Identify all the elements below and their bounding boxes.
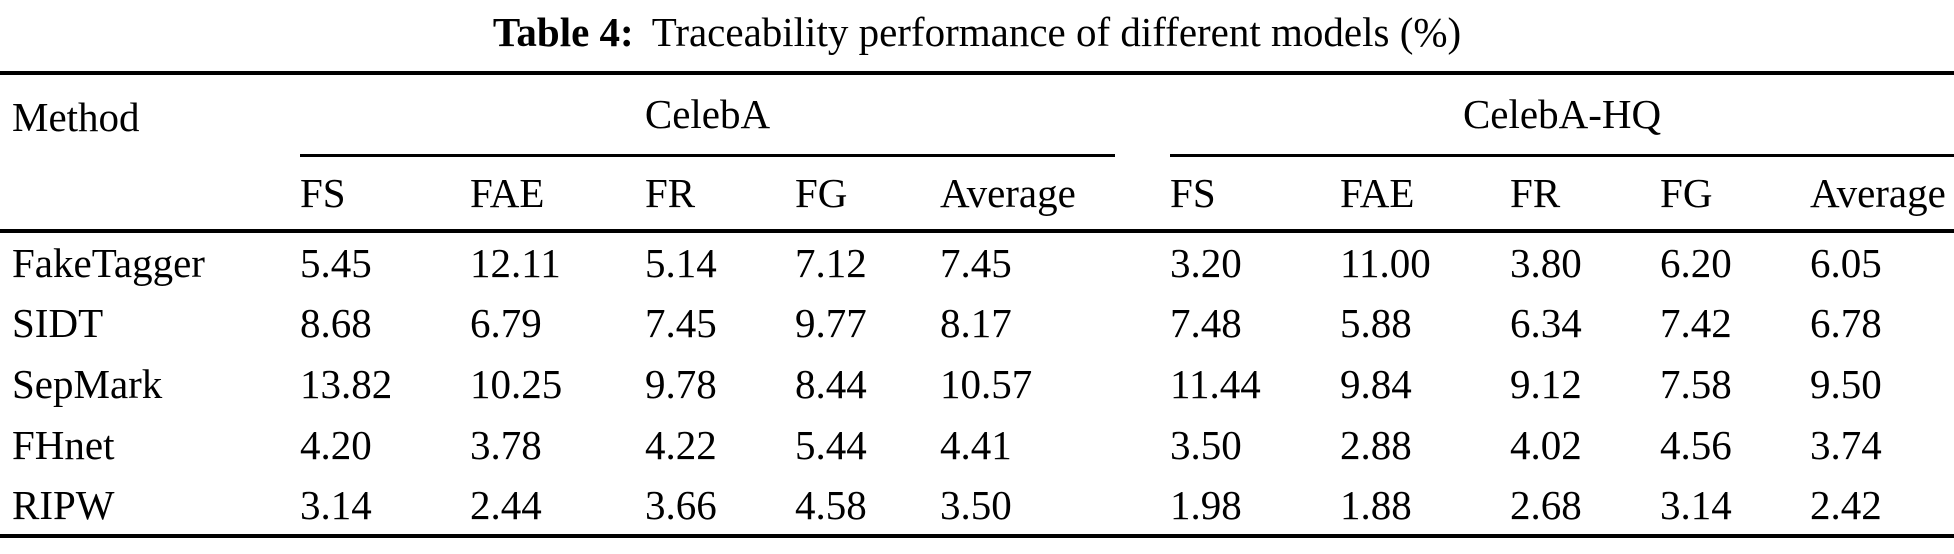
spacer-cell	[1115, 229, 1171, 292]
value-cell: 5.14	[645, 229, 795, 292]
value-cell: 1.98	[1170, 475, 1341, 538]
value-cell: 6.79	[470, 299, 542, 346]
value-cell: 6.20	[1660, 229, 1811, 292]
column-header-celeba-fr: FR	[645, 169, 696, 216]
value-cell: 8.68	[300, 299, 372, 346]
value-cell: 11.00	[1340, 229, 1511, 292]
spacer-cell	[1115, 353, 1170, 414]
table-row: SepMark 13.82 10.25 9.78 8.44 10.57 11.4…	[0, 353, 1954, 414]
spacer-cell	[1115, 414, 1170, 475]
group-header-celeba: CelebA	[300, 73, 1116, 157]
value-cell: 4.20	[300, 421, 372, 468]
value-cell: 3.50	[1170, 421, 1242, 468]
value-cell: 4.22	[645, 421, 717, 468]
value-cell: 2.88	[1340, 421, 1412, 468]
value-cell: 6.78	[1810, 299, 1882, 346]
value-cell: 2.42	[1810, 475, 1954, 538]
value-cell: 7.45	[940, 229, 1116, 292]
value-cell: 4.58	[795, 475, 940, 538]
value-cell: 5.45	[300, 229, 470, 292]
table-caption-text: Traceability performance of different mo…	[651, 9, 1462, 55]
method-cell: FHnet	[12, 421, 115, 468]
table-row: FakeTagger 5.45 12.11 5.14 7.12 7.45 3.2…	[0, 229, 1954, 292]
value-cell: 9.12	[1510, 360, 1582, 407]
method-cell: FakeTagger	[0, 229, 300, 292]
value-cell: 1.88	[1340, 475, 1511, 538]
column-header-celeba-fae: FAE	[470, 169, 545, 216]
column-header-celeba-hq-fs: FS	[1170, 169, 1216, 216]
column-header-celeba-hq-fg: FG	[1660, 169, 1713, 216]
value-cell: 2.68	[1510, 475, 1661, 538]
value-cell: 9.78	[645, 360, 717, 407]
method-cell: RIPW	[0, 475, 300, 538]
value-cell: 7.48	[1170, 299, 1242, 346]
column-header-celeba-average: Average	[940, 169, 1076, 216]
column-header-celeba-hq-average: Average	[1810, 169, 1946, 216]
value-cell: 10.25	[470, 360, 563, 407]
value-cell: 4.56	[1660, 421, 1732, 468]
value-cell: 4.41	[940, 421, 1012, 468]
value-cell: 11.44	[1170, 360, 1261, 407]
value-cell: 5.44	[795, 421, 867, 468]
value-cell: 6.05	[1810, 229, 1954, 292]
value-cell: 3.80	[1510, 229, 1661, 292]
spacer-cell	[1115, 475, 1171, 538]
traceability-table: Method CelebA CelebA-HQ FS FAE FR FG Ave…	[0, 71, 1954, 538]
table-row: RIPW 3.14 2.44 3.66 4.58 3.50 1.98 1.88 …	[0, 475, 1954, 538]
column-header-celeba-fg: FG	[795, 169, 848, 216]
value-cell: 6.34	[1510, 299, 1582, 346]
method-cell: SepMark	[12, 360, 163, 407]
value-cell: 7.42	[1660, 299, 1732, 346]
value-cell: 9.50	[1810, 360, 1882, 407]
column-header-celeba-hq-fae: FAE	[1340, 169, 1415, 216]
sub-header-row: FS FAE FR FG Average FS FAE FR FG Averag…	[0, 155, 1954, 231]
value-cell: 8.44	[795, 360, 867, 407]
value-cell: 3.66	[645, 475, 795, 538]
column-header-celeba-fs: FS	[300, 169, 346, 216]
column-header-celeba-hq-fr: FR	[1510, 169, 1561, 216]
group-header-row: Method CelebA CelebA-HQ	[0, 73, 1954, 157]
table-row: FHnet 4.20 3.78 4.22 5.44 4.41 3.50 2.88…	[0, 414, 1954, 475]
value-cell: 5.88	[1340, 299, 1412, 346]
value-cell: 9.77	[795, 299, 867, 346]
value-cell: 9.84	[1340, 360, 1412, 407]
value-cell: 3.78	[470, 421, 542, 468]
value-cell: 7.45	[645, 299, 717, 346]
table-caption-label: Table 4:	[492, 9, 634, 55]
value-cell: 13.82	[300, 360, 393, 407]
spacer-cell	[1115, 292, 1170, 353]
value-cell: 3.14	[1660, 475, 1811, 538]
value-cell: 10.57	[940, 360, 1033, 407]
value-cell: 7.12	[795, 229, 940, 292]
value-cell: 2.44	[470, 475, 645, 538]
value-cell: 3.20	[1170, 229, 1341, 292]
method-cell: SIDT	[12, 299, 104, 346]
table-row: SIDT 8.68 6.79 7.45 9.77 8.17 7.48 5.88 …	[0, 292, 1954, 353]
value-cell: 3.50	[940, 475, 1116, 538]
sub-header-spacer	[1115, 155, 1170, 231]
group-header-celeba-hq: CelebA-HQ	[1170, 73, 1954, 157]
value-cell: 12.11	[470, 229, 645, 292]
column-header-method: Method	[12, 94, 140, 140]
table-caption: Table 4: Traceability performance of diff…	[0, 0, 1954, 71]
value-cell: 4.02	[1510, 421, 1582, 468]
value-cell: 3.74	[1810, 421, 1882, 468]
value-cell: 3.14	[300, 475, 470, 538]
value-cell: 7.58	[1660, 360, 1732, 407]
value-cell: 8.17	[940, 299, 1012, 346]
group-spacer	[1115, 73, 1170, 155]
